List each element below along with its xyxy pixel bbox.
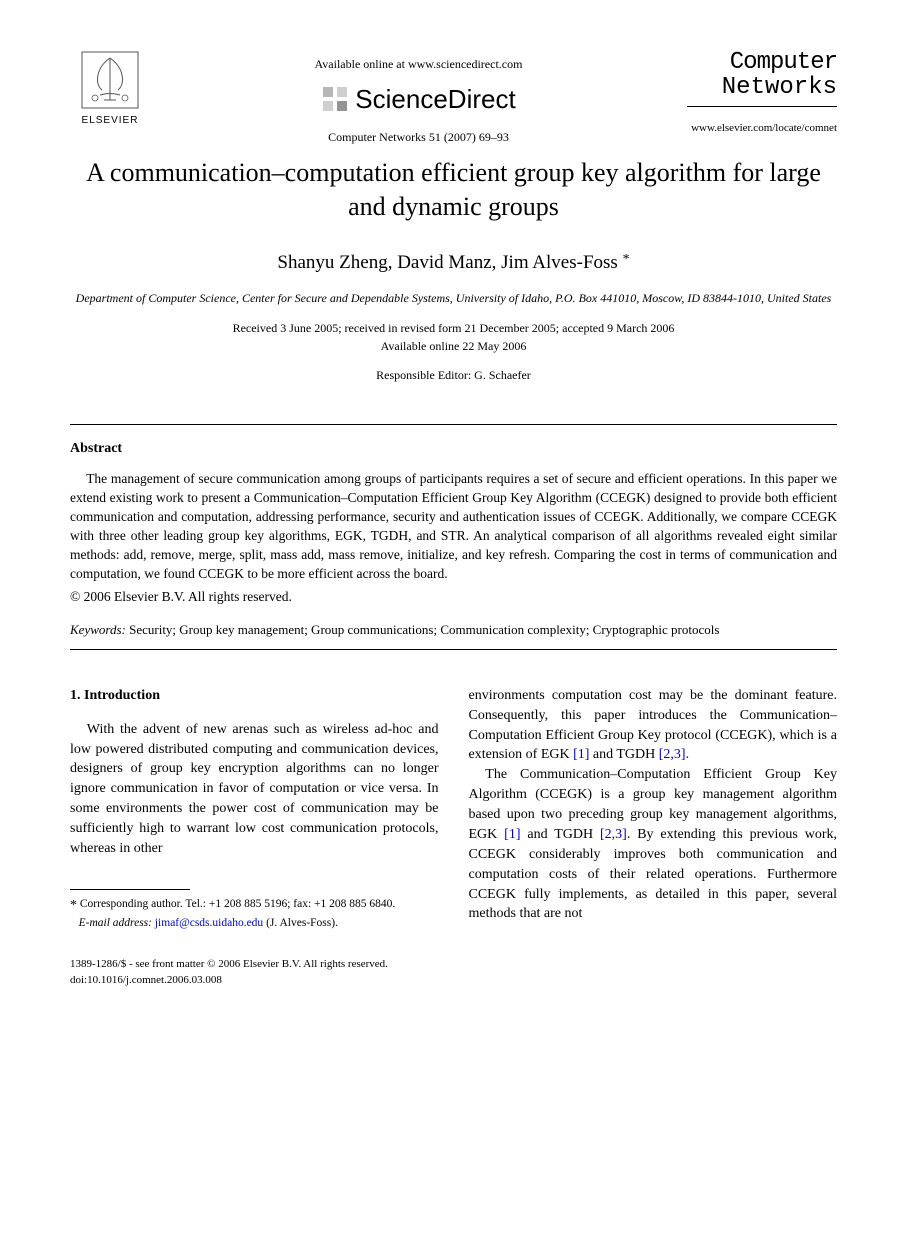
journal-name-line2: Networks [722,74,837,101]
abstract-copyright: © 2006 Elsevier B.V. All rights reserved… [70,588,837,607]
footnote-email: E-mail address: jimaf@csds.uidaho.edu (J… [70,915,439,931]
article-title: A communication–computation efficient gr… [70,156,837,224]
email-label: E-mail address: [79,917,152,929]
affiliation: Department of Computer Science, Center f… [70,290,837,307]
keywords: Keywords: Security; Group key management… [70,621,837,639]
email-link[interactable]: jimaf@csds.uidaho.edu [155,917,263,929]
section-1-heading: 1. Introduction [70,686,439,706]
ref-link-23b[interactable]: [2,3] [600,827,627,842]
authors-text: Shanyu Zheng, David Manz, Jim Alves-Foss [277,252,622,273]
elsevier-logo: ELSEVIER [70,50,150,128]
journal-name: Computer Networks [687,50,837,100]
sciencedirect-text: ScienceDirect [355,81,515,117]
keywords-bottom-rule [70,649,837,650]
header-row: ELSEVIER Available online at www.science… [70,50,837,146]
responsible-editor: Responsible Editor: G. Schaefer [70,367,837,384]
footnote-asterisk: * [70,898,77,913]
footnote-corresponding: * Corresponding author. Tel.: +1 208 885… [70,896,439,916]
ref-link-23[interactable]: [2,3] [659,747,686,762]
ref-link-1[interactable]: [1] [573,747,589,762]
para-text: and TGDH [589,747,658,762]
journal-logo: Computer Networks www.elsevier.com/locat… [687,50,837,137]
keywords-text: Security; Group key management; Group co… [126,622,720,637]
journal-name-line1: Computer [730,49,837,76]
elsevier-tree-icon [80,50,140,110]
two-column-body: 1. Introduction With the advent of new a… [70,686,837,932]
right-column: environments computation cost may be the… [469,686,838,932]
keywords-label: Keywords: [70,622,126,637]
dates-line1: Received 3 June 2005; received in revise… [233,321,675,335]
elsevier-label: ELSEVIER [82,114,139,128]
corresponding-asterisk: * [623,252,630,267]
intro-para-2: The Communication–Computation Efficient … [469,765,838,924]
para-text: and TGDH [520,827,600,842]
intro-para-1: With the advent of new arenas such as wi… [70,720,439,859]
dates-line2: Available online 22 May 2006 [381,339,527,353]
footer-line1: 1389-1286/$ - see front matter © 2006 El… [70,958,388,970]
article-dates: Received 3 June 2005; received in revise… [70,319,837,355]
footnote-corresponding-text: Corresponding author. Tel.: +1 208 885 5… [80,898,395,910]
journal-url: www.elsevier.com/locate/comnet [687,121,837,136]
abstract-top-rule [70,424,837,425]
journal-reference: Computer Networks 51 (2007) 69–93 [150,129,687,146]
abstract-text: The management of secure communication a… [70,470,837,583]
footer-doi: doi:10.1016/j.comnet.2006.03.008 [70,974,222,986]
available-online-text: Available online at www.sciencedirect.co… [150,56,687,73]
center-header: Available online at www.sciencedirect.co… [150,50,687,146]
page-footer: 1389-1286/$ - see front matter © 2006 El… [70,957,837,988]
sciencedirect-icon [321,85,349,113]
journal-rule [687,106,837,107]
authors: Shanyu Zheng, David Manz, Jim Alves-Foss… [70,250,837,277]
sciencedirect-logo: ScienceDirect [150,81,687,117]
footnote-rule [70,889,190,890]
abstract-heading: Abstract [70,439,837,459]
intro-para-1-cont: environments computation cost may be the… [469,686,838,766]
ref-link-1b[interactable]: [1] [504,827,520,842]
email-author-name: (J. Alves-Foss). [263,917,338,929]
para-text: . [686,747,690,762]
left-column: 1. Introduction With the advent of new a… [70,686,439,932]
